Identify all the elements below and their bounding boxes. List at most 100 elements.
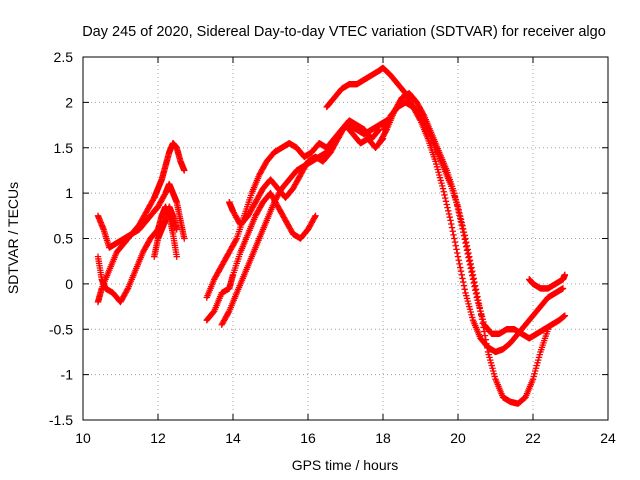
x-tick-label: 10: [75, 430, 91, 446]
data-point: [441, 191, 448, 199]
data-point: [173, 226, 180, 233]
data-point: [449, 228, 456, 235]
data-point: [312, 212, 319, 220]
grid-lines: [83, 57, 608, 420]
data-point: [468, 264, 475, 271]
data-point: [469, 267, 476, 275]
data-point: [440, 188, 447, 195]
data-point: [453, 246, 460, 253]
data-point: [455, 206, 462, 214]
plot-frame: [82, 56, 609, 421]
data-point: [447, 217, 454, 224]
data-point: [459, 275, 466, 282]
data-point: [442, 194, 449, 202]
series-track-8: [218, 117, 383, 328]
data-point: [444, 204, 451, 211]
data-point: [456, 260, 463, 268]
data-point: [457, 216, 465, 223]
data-point: [475, 300, 483, 308]
data-point: [451, 238, 459, 246]
data-point: [460, 225, 467, 233]
data-point: [445, 207, 452, 215]
x-tick-label: 20: [450, 430, 466, 446]
y-tick-label: -1.5: [49, 412, 73, 428]
data-point: [456, 209, 463, 217]
data-point: [461, 232, 468, 239]
data-point: [477, 307, 484, 315]
data-point: [460, 228, 468, 236]
data-point: [458, 219, 465, 226]
data-point: [474, 293, 481, 300]
y-tick-label: 0: [65, 276, 73, 292]
data-point: [472, 286, 480, 293]
data-point: [181, 235, 188, 242]
series-track-1: [94, 140, 188, 251]
data-point: [463, 238, 470, 246]
x-tick-label: 16: [300, 430, 316, 446]
data-point: [375, 127, 382, 134]
data-point: [442, 198, 450, 205]
y-tick-label: 2.5: [54, 49, 74, 65]
data-point: [450, 231, 457, 239]
data-points: [94, 64, 569, 407]
data-point: [467, 260, 474, 268]
data-point: [181, 167, 188, 174]
series-track-6: [203, 189, 319, 324]
data-point: [460, 282, 468, 289]
data-point: [311, 213, 318, 221]
data-point: [476, 304, 483, 311]
data-point: [452, 242, 459, 249]
data-point: [454, 253, 462, 260]
data-point: [454, 249, 461, 257]
data-point: [472, 282, 479, 289]
data-point: [454, 203, 462, 210]
y-tick-label: 1.5: [54, 140, 74, 156]
data-point: [464, 246, 471, 253]
data-point: [481, 332, 489, 339]
series-track-7: [226, 121, 387, 229]
data-point: [448, 224, 456, 231]
y-axis-label: SDTVAR / TECUs: [5, 182, 21, 294]
data-point: [478, 311, 485, 319]
series-track-4: [151, 203, 180, 260]
data-point: [483, 340, 490, 347]
data-point: [458, 271, 465, 278]
data-point: [484, 344, 491, 352]
data-point: [559, 285, 567, 292]
data-point: [461, 286, 468, 293]
data-point: [446, 213, 453, 221]
y-tick-label: -0.5: [49, 321, 73, 337]
data-point: [466, 257, 474, 264]
data-point: [478, 316, 486, 323]
axis-ticks: 10 12 14 16 18 20 22 24 -1.5 -1 -0.5 0 0.5 1 1.5 2 2.5: [49, 49, 616, 446]
data-point: [443, 201, 450, 208]
x-tick-label: 18: [375, 430, 391, 446]
x-tick-label: 12: [150, 430, 166, 446]
series-track-11: [379, 99, 552, 407]
data-point: [460, 278, 467, 286]
data-point: [475, 297, 482, 304]
data-point: [455, 257, 462, 264]
data-point: [561, 312, 569, 319]
series-track-10: [376, 90, 569, 342]
data-point: [463, 242, 471, 249]
data-point: [471, 278, 478, 286]
data-point: [451, 235, 458, 242]
series-track-9: [323, 64, 567, 356]
x-tick-label: 22: [525, 430, 541, 446]
data-point: [459, 222, 466, 229]
data-point: [469, 271, 477, 278]
y-tick-label: -1: [61, 367, 74, 383]
data-point: [470, 275, 477, 282]
series-track-12: [526, 271, 569, 292]
series-track-2: [94, 180, 188, 306]
data-point: [445, 210, 453, 218]
data-point: [480, 324, 487, 331]
chart-title: Day 245 of 2020, Sidereal Day-to-day VTE…: [82, 24, 606, 40]
data-point: [473, 289, 480, 297]
y-tick-label: 2: [65, 94, 73, 110]
x-tick-label: 14: [225, 430, 241, 446]
data-point: [462, 235, 469, 242]
data-point: [481, 328, 488, 335]
